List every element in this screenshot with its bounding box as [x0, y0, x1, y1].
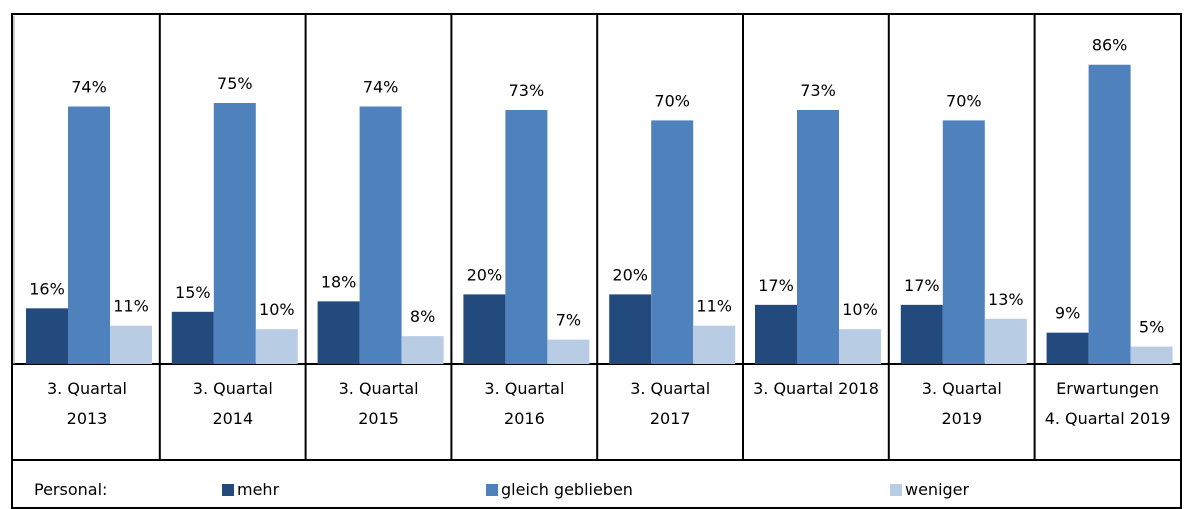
- x-tick-label: 3. Quartal 2016: [484, 379, 565, 428]
- bar: [1088, 64, 1131, 364]
- bar: [317, 301, 360, 364]
- bar: [213, 103, 256, 364]
- legend-swatch: [486, 483, 498, 496]
- bar: [839, 329, 881, 364]
- bar: [547, 339, 590, 364]
- legend-swatch: [890, 483, 902, 496]
- legend-swatch: [222, 483, 234, 496]
- bar: [463, 294, 506, 364]
- data-label: 7%: [556, 311, 581, 330]
- data-label: 70%: [946, 91, 982, 110]
- legend-label: gleich geblieben: [501, 480, 633, 499]
- bar: [755, 304, 797, 364]
- data-label: 73%: [509, 81, 545, 100]
- data-label: 17%: [758, 276, 794, 295]
- data-label: 70%: [654, 91, 690, 110]
- bar: [609, 294, 652, 364]
- data-label: 73%: [800, 81, 836, 100]
- data-label: 74%: [363, 77, 399, 96]
- data-label: 75%: [217, 74, 253, 93]
- data-label: 17%: [904, 276, 940, 295]
- legend-item: weniger: [890, 480, 969, 499]
- data-label: 18%: [321, 272, 357, 291]
- bar: [1046, 332, 1089, 364]
- bar: [942, 120, 985, 365]
- legend-item: gleich geblieben: [486, 480, 633, 499]
- x-tick-label: Erwartungen 4. Quartal 2019: [1044, 379, 1171, 428]
- data-label: 8%: [410, 307, 435, 326]
- legend-label: mehr: [237, 480, 280, 499]
- bar: [171, 311, 214, 364]
- bar: [900, 304, 943, 364]
- data-label: 20%: [612, 265, 648, 284]
- bar: [505, 109, 548, 365]
- data-label: 9%: [1055, 304, 1080, 323]
- data-label: 5%: [1139, 318, 1164, 337]
- bar: [359, 106, 402, 364]
- bar: [1130, 346, 1173, 364]
- x-tick-label: 3. Quartal 2013: [47, 379, 127, 428]
- legend-item: mehr: [222, 480, 279, 499]
- data-label: 20%: [467, 265, 503, 284]
- data-label: 11%: [113, 297, 149, 316]
- data-label: 74%: [71, 77, 107, 96]
- data-label: 10%: [259, 300, 295, 319]
- bar: [401, 336, 444, 364]
- x-tick-label: 3. Quartal 2014: [192, 379, 273, 428]
- bar: [26, 308, 68, 364]
- bar: [693, 325, 736, 364]
- legend-label: weniger: [905, 480, 970, 499]
- bar: [68, 106, 110, 364]
- bar: [255, 329, 298, 364]
- x-tick-label: 3. Quartal 2015: [338, 379, 419, 428]
- x-tick-label: 3. Quartal 2018: [753, 379, 879, 398]
- bar: [984, 318, 1027, 364]
- legend-title: Personal:: [34, 480, 108, 499]
- data-label: 86%: [1092, 36, 1128, 55]
- data-label: 15%: [175, 283, 211, 302]
- x-tick-label: 3. Quartal 2017: [630, 379, 711, 428]
- bar: [797, 109, 839, 365]
- data-label: 16%: [29, 279, 65, 298]
- data-label: 11%: [696, 297, 732, 316]
- x-tick-label: 3. Quartal 2019: [921, 379, 1002, 428]
- bar: [651, 120, 694, 365]
- bar: [110, 325, 152, 364]
- data-label: 13%: [988, 290, 1024, 309]
- data-label: 10%: [842, 300, 878, 319]
